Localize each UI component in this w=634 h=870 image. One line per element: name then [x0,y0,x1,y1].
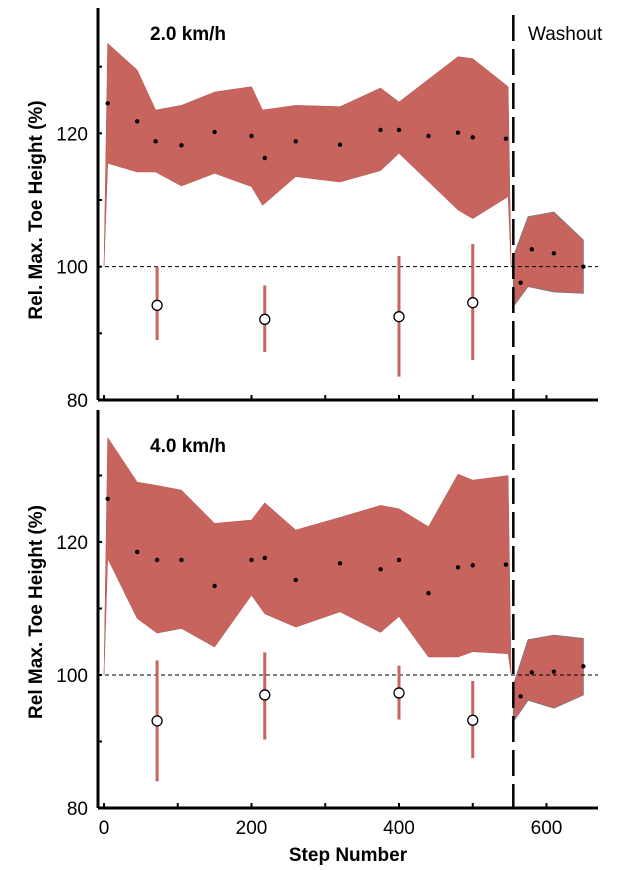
washout-dot [529,670,534,675]
bottom-panel: 80 100 120 0 200 400 600 4.0 km/h Rel Max. Toe H… [26,410,598,839]
washout-band [512,634,584,723]
mean-dot [249,557,254,563]
mean-dot [212,583,217,589]
top-panel: 80 100 120 2.0 km/h Rel. Max. Toe Height (%)… [26,8,603,412]
mean-dot [249,133,254,139]
mean-dot [105,101,110,106]
mean-dot [293,139,298,144]
mean-dot [293,577,298,583]
y-tick-label: 120 [56,124,88,145]
mean-dot [455,565,461,570]
y-axis-label: Rel. Max. Toe Height (%) [26,100,47,319]
y-tick-label: 120 [56,533,88,554]
washout-label: Washout [528,24,603,45]
mean-dot [396,557,402,563]
mean-dot [503,136,509,141]
error-bar-mean [467,297,479,309]
mean-dot [105,496,110,501]
y-tick-label: 80 [67,391,88,412]
error-bar-mean [151,715,163,727]
mean-dot [426,133,431,139]
washout-dot [581,664,586,669]
washout-dot [551,251,557,256]
variability-band [103,436,512,676]
x-axis-label: Step Number [289,845,408,866]
washout-dot [581,264,586,269]
washout-dot [518,280,523,285]
x-tick-label: 200 [236,818,268,839]
mean-dot [154,557,160,563]
x-tick-label: 0 [99,818,110,839]
mean-dot [378,567,383,572]
variability-band [103,42,512,267]
panel-title: 4.0 km/h [150,436,226,457]
y-tick-label: 100 [56,666,88,687]
washout-dot [551,669,557,674]
mean-dot [179,143,184,148]
mean-dot [179,557,184,563]
panel-title: 2.0 km/h [150,24,226,45]
mean-dot [212,129,217,135]
error-bar-mean [259,313,271,325]
mean-dot [134,119,140,124]
error-bar-mean [467,714,479,726]
y-axis-label: Rel Max. Toe Height (%) [26,505,47,719]
mean-dot [134,549,140,555]
mean-dot [262,555,267,561]
mean-dot [470,135,475,140]
y-tick-label: 100 [56,258,88,279]
mean-dot [337,561,343,566]
mean-dot [337,142,343,147]
mean-dot [378,127,383,133]
error-bar-mean [259,689,271,701]
x-tick-label: 600 [531,818,563,839]
mean-dot [455,130,461,135]
error-bar-mean [393,687,405,699]
mean-dot [503,562,509,567]
washout-dot [529,247,534,252]
mean-dot [396,127,402,133]
error-bar-mean [151,299,163,311]
mean-dot [426,591,431,596]
error-bar-mean [393,311,405,323]
y-tick-label: 80 [67,799,88,820]
mean-dot [153,139,158,144]
washout-dot [518,694,523,699]
washout-band [512,211,584,308]
x-tick-label: 400 [383,818,415,839]
mean-dot [262,155,267,161]
mean-dot [470,563,475,568]
